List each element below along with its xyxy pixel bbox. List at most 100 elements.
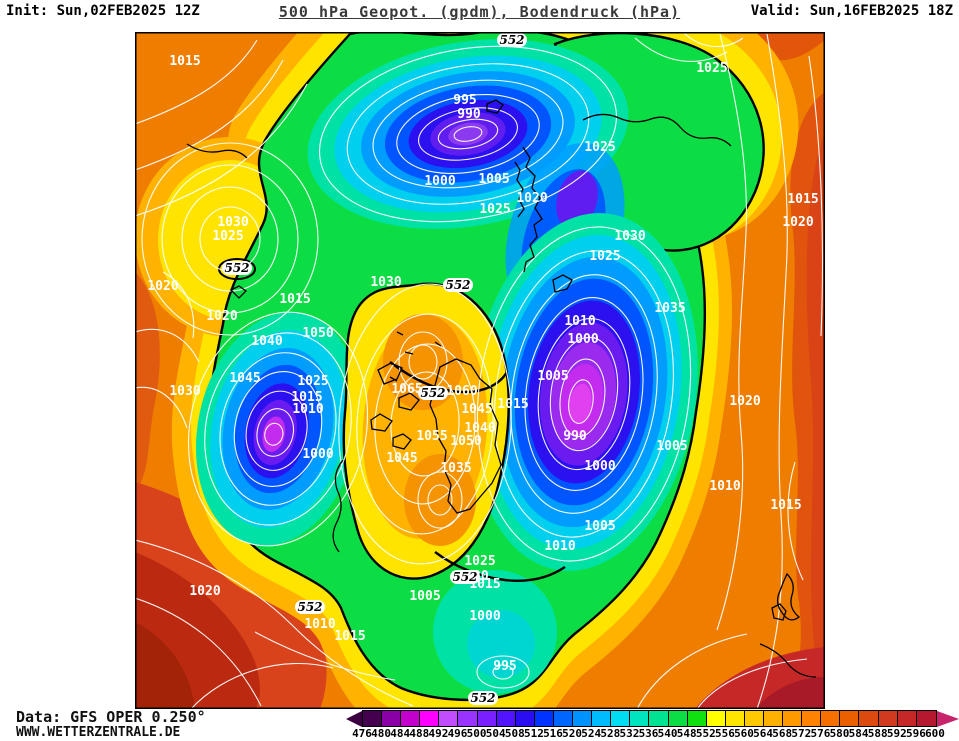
pressure-label: 1000 — [424, 174, 455, 189]
colorbar-tick-label: 540 — [657, 727, 678, 740]
pressure-label: 1045 — [386, 451, 417, 466]
pressure-label: 1035 — [440, 461, 471, 476]
colorbar-tick-label: 572 — [791, 727, 812, 740]
geopotential-552-label: 552 — [468, 691, 498, 705]
colorbar-tick-label: 584 — [848, 727, 869, 740]
pressure-label: 1040 — [464, 421, 495, 436]
pressure-label: 1060 — [446, 384, 477, 399]
pressure-label: 1010 — [544, 539, 575, 554]
pressure-label: 1050 — [302, 326, 333, 341]
colorbar-cell — [420, 711, 440, 726]
pressure-label: 1000 — [469, 609, 500, 624]
colorbar-tick-label: 592 — [886, 727, 907, 740]
pressure-label: 990 — [457, 107, 481, 122]
pressure-label: 1050 — [450, 434, 481, 449]
colorbar-tick-label: 524 — [581, 727, 602, 740]
pressure-label: 1065 — [391, 382, 422, 397]
colorbar-cell — [878, 711, 898, 726]
pressure-label: 1005 — [584, 519, 615, 534]
colorbar-cell — [477, 711, 497, 726]
colorbar-cell — [744, 711, 764, 726]
pressure-label: 1000 — [584, 459, 615, 474]
colorbar-tick-label: 476 — [352, 727, 372, 740]
svg-text:552: 552 — [499, 33, 524, 47]
pressure-label: 1015 — [787, 192, 818, 207]
pressure-label: 1030 — [370, 275, 401, 290]
colorbar-cell — [897, 711, 917, 726]
colorbar-tick-label: 556 — [714, 727, 735, 740]
pressure-label: 1025 — [696, 61, 727, 76]
colorbar-cell — [382, 711, 402, 726]
pressure-label: 990 — [563, 429, 587, 444]
colorbar-cell — [725, 711, 745, 726]
init-time-label: Init: Sun,02FEB2025 12Z — [6, 3, 200, 19]
pressure-label: 1020 — [729, 394, 760, 409]
pressure-label: 1025 — [212, 229, 243, 244]
pressure-label: 1015 — [497, 397, 528, 412]
colorbar-arrow-right — [936, 710, 959, 727]
pressure-label: 1020 — [782, 215, 813, 230]
colorbar-cell — [401, 711, 421, 726]
pressure-label: 1020 — [206, 309, 237, 324]
geopotential-552-label: 552 — [295, 600, 325, 614]
pressure-label: 1025 — [584, 140, 615, 155]
colorbar-tick-label: 516 — [543, 727, 563, 740]
colorbar-tick-label: 532 — [619, 727, 640, 740]
colorbar-tick-label: 536 — [638, 727, 659, 740]
pressure-label: 1040 — [251, 334, 282, 349]
colorbar-cells — [362, 710, 937, 727]
geopotential-552-label: 552 — [450, 570, 480, 584]
geopotential-552-label: 552 — [497, 33, 527, 47]
colorbar-arrow-left — [346, 710, 362, 727]
colorbar-cell — [439, 711, 459, 726]
colorbar-cell — [916, 711, 936, 726]
pressure-label: 1030 — [217, 215, 248, 230]
colorbar-cell — [802, 711, 822, 726]
pressure-label: 1030 — [169, 384, 200, 399]
pressure-label: 1025 — [589, 249, 620, 264]
website-label: WWW.WETTERZENTRALE.DE — [16, 725, 181, 740]
pressure-label: 1005 — [409, 589, 440, 604]
pressure-label: 1015 — [770, 498, 801, 513]
pressure-label: 1020 — [147, 279, 178, 294]
pressure-label: 1025 — [479, 202, 510, 217]
pressure-label: 1010 — [564, 314, 595, 329]
pressure-label: 1015 — [169, 54, 200, 69]
colorbar-cell — [840, 711, 860, 726]
pressure-label: 995 — [453, 93, 476, 108]
pressure-label: 1045 — [229, 371, 260, 386]
colorbar-tick-label: 528 — [600, 727, 621, 740]
pressure-label: 1010 — [292, 402, 323, 417]
colorbar-tick-label: 580 — [829, 727, 850, 740]
pressure-label: 1005 — [537, 369, 568, 384]
colorbar-cell — [496, 711, 516, 726]
colorbar-cell — [821, 711, 841, 726]
colorbar-cell — [553, 711, 574, 726]
colorbar-cell — [763, 711, 784, 726]
colorbar-tick-label: 500 — [466, 727, 487, 740]
colorbar-cell — [458, 711, 478, 726]
colorbar-tick-label: 480 — [371, 727, 392, 740]
colorbar-cell — [783, 711, 803, 726]
pressure-label: 1015 — [334, 629, 365, 644]
pressure-label: 1000 — [567, 332, 598, 347]
colorbar-tick-label: 492 — [428, 727, 449, 740]
pressure-label: 1025 — [464, 554, 495, 569]
colorbar-tick-label: 520 — [562, 727, 583, 740]
colorbar-tick-label: 560 — [734, 727, 754, 740]
colorbar-tick-label: 508 — [504, 727, 525, 740]
colorbar-cell — [859, 711, 879, 726]
svg-text:552: 552 — [297, 600, 322, 614]
valid-time-label: Valid: Sun,16FEB2025 18Z — [750, 3, 953, 19]
colorbar-cell — [630, 711, 650, 726]
colorbar — [346, 710, 959, 727]
colorbar-cell — [515, 711, 535, 726]
svg-text:552: 552 — [224, 261, 249, 275]
pressure-label: 1000 — [302, 447, 333, 462]
colorbar-cell — [706, 711, 726, 726]
colorbar-tick-label: 588 — [867, 727, 888, 740]
colorbar-tick-label: 564 — [753, 727, 774, 740]
geopotential-552-label: 552 — [222, 261, 252, 275]
